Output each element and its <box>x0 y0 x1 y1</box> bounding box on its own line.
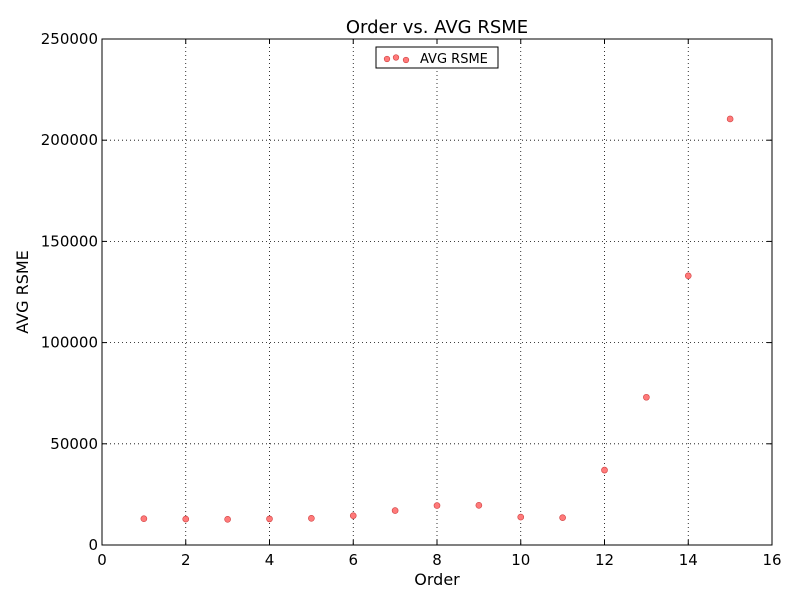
x-tick-label: 4 <box>265 551 275 569</box>
legend: AVG RSME <box>375 46 499 69</box>
y-tick-label: 0 <box>88 536 98 554</box>
data-point <box>601 466 608 474</box>
legend-marker <box>383 55 391 63</box>
y-tick-labels: 0 50000 100000 150000 200000 250000 <box>41 30 98 554</box>
data-point <box>391 507 399 514</box>
chart-title: Order vs. AVG RSME <box>346 17 528 38</box>
data-point <box>433 502 441 509</box>
data-point <box>475 502 483 509</box>
legend-marker <box>392 54 400 61</box>
x-tick-label: 14 <box>679 551 698 569</box>
y-tick-label: 150000 <box>41 232 98 250</box>
data-point <box>559 514 566 521</box>
data-point <box>643 393 650 401</box>
data-point <box>349 512 357 519</box>
legend-marker <box>402 56 410 64</box>
data-point <box>140 515 148 522</box>
data-point <box>266 515 273 523</box>
y-tick-label: 50000 <box>50 435 98 453</box>
grid-lines <box>102 39 772 545</box>
y-tick-label: 100000 <box>41 334 98 352</box>
x-tick-label: 8 <box>432 551 442 569</box>
x-axis-label: Order <box>414 570 460 589</box>
data-point <box>684 272 692 280</box>
data-point <box>726 115 734 123</box>
legend-marker-group <box>383 54 410 64</box>
x-tick-labels: 0 2 4 6 8 10 12 14 16 <box>97 551 781 569</box>
x-tick-label: 0 <box>97 551 107 569</box>
x-tick-label: 6 <box>348 551 358 569</box>
data-point <box>182 515 190 523</box>
axis-ticks <box>101 38 773 546</box>
legend-entry-label: AVG RSME <box>420 52 488 67</box>
y-axis-label: AVG RSME <box>13 250 32 334</box>
x-tick-label: 16 <box>762 551 781 569</box>
data-points <box>140 115 734 523</box>
data-point <box>517 513 525 521</box>
x-tick-label: 2 <box>181 551 191 569</box>
x-tick-label: 12 <box>595 551 614 569</box>
y-tick-label: 250000 <box>41 30 98 48</box>
y-tick-label: 200000 <box>41 131 98 149</box>
x-tick-label: 10 <box>511 551 530 569</box>
data-point <box>308 514 315 522</box>
data-point <box>224 515 231 523</box>
